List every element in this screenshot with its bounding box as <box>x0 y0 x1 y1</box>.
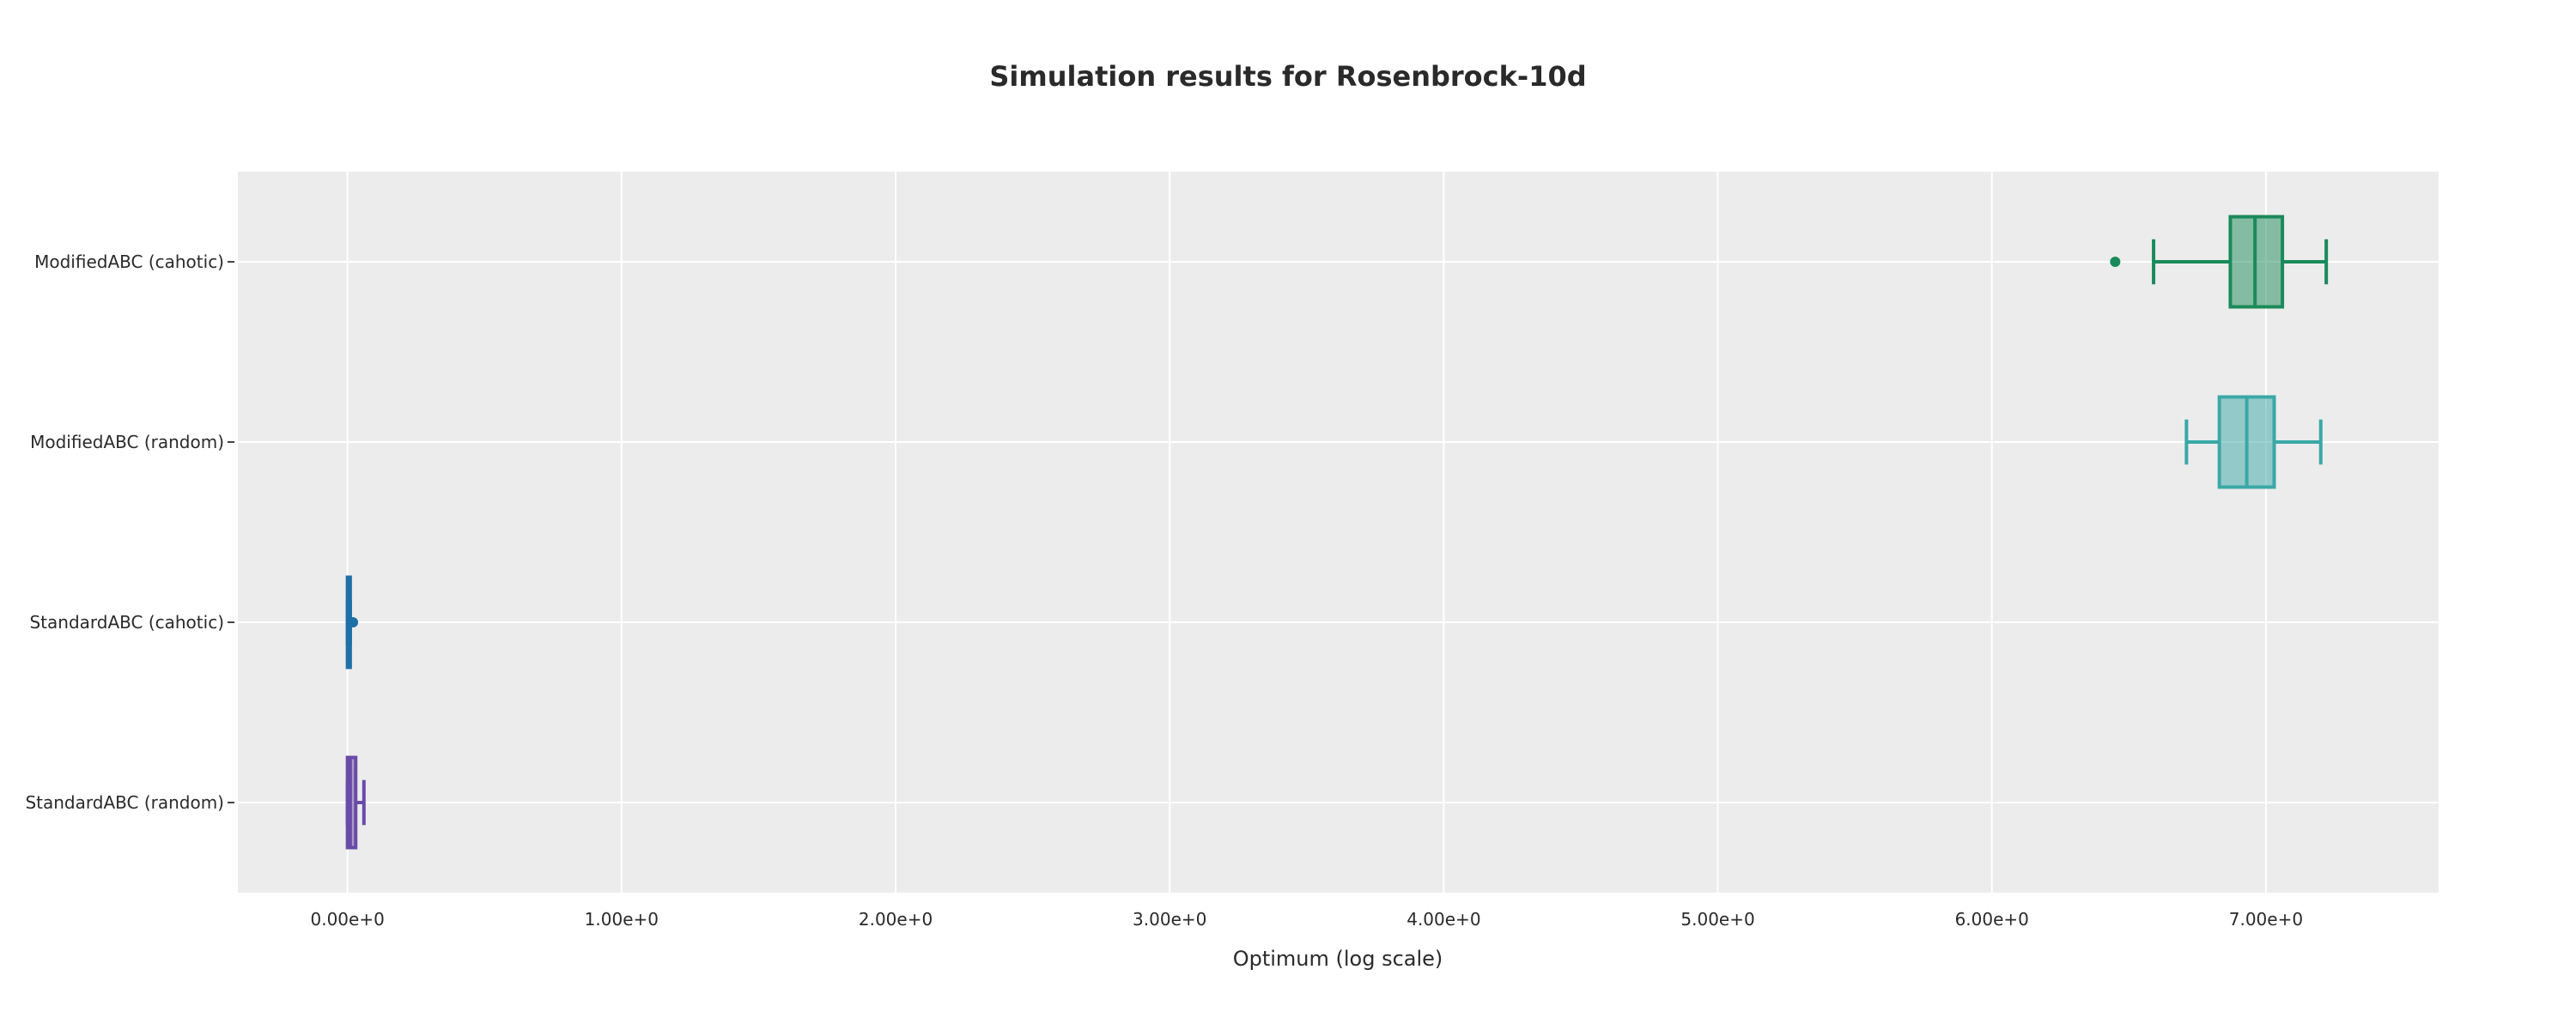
y-tick-label: ModifiedABC (random) <box>30 432 224 452</box>
x-tick-label: 5.00e+0 <box>1680 909 1754 930</box>
x-tick-label: 7.00e+0 <box>2229 909 2303 930</box>
x-tick-label: 2.00e+0 <box>859 909 933 930</box>
x-axis-title: Optimum (log scale) <box>1233 947 1443 971</box>
outlier-point <box>2110 257 2121 267</box>
x-tick-label: 0.00e+0 <box>311 909 385 930</box>
box-group <box>2184 395 2323 489</box>
y-tick-label: StandardABC (cahotic) <box>29 612 224 633</box>
x-tick-label: 6.00e+0 <box>1955 909 2029 930</box>
box-group <box>345 575 359 670</box>
box-group <box>345 755 366 850</box>
box-series <box>345 215 2329 850</box>
x-tick-label: 3.00e+0 <box>1133 909 1206 930</box>
y-gridlines <box>238 261 2439 803</box>
plot-area <box>238 172 2439 893</box>
x-tick-labels: 0.00e+0 1.00e+0 2.00e+0 3.00e+0 4.00e+0 5.00e… <box>311 909 2304 930</box>
x-tick-label: 4.00e+0 <box>1406 909 1480 930</box>
chart-title: Simulation results for Rosenbrock-10d <box>989 60 1586 93</box>
box-group <box>2110 215 2329 309</box>
x-tick-label: 1.00e+0 <box>585 909 659 930</box>
outlier-point <box>348 617 359 627</box>
y-tick-label: ModifiedABC (cahotic) <box>34 251 224 272</box>
x-gridlines <box>346 172 2267 893</box>
y-tick-labels: ModifiedABC (cahotic) ModifiedABC (random… <box>25 251 234 813</box>
y-tick-label: StandardABC (random) <box>25 792 224 813</box>
